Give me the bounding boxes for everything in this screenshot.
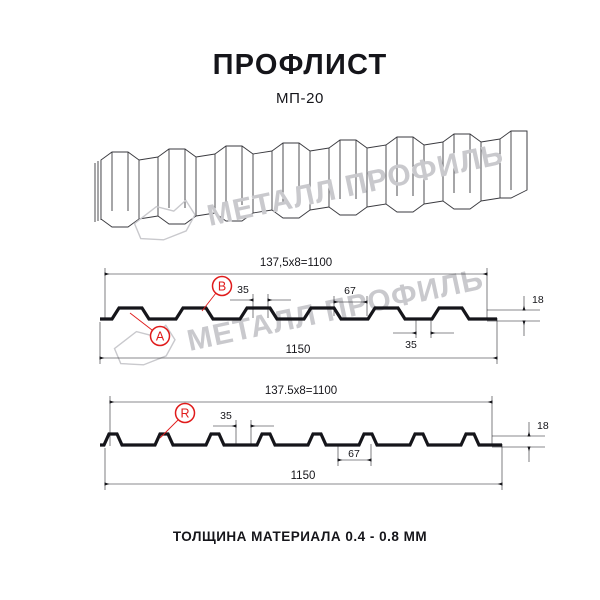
- isometric-sheet: [94, 130, 528, 228]
- dim-overall-bottom-label: 1150: [286, 344, 311, 356]
- dim-pitch-flat-label: 67: [344, 285, 356, 297]
- page-subtitle: МП-20: [276, 90, 324, 107]
- callout-b: B: [201, 275, 233, 312]
- dim-height-label: 18: [537, 420, 549, 432]
- dimension-lines-bottom: [104, 396, 545, 490]
- callout-a: A: [129, 312, 171, 347]
- callout-a-label: A: [156, 330, 165, 344]
- callout-r-label: R: [180, 407, 189, 421]
- callout-b-leader: [201, 292, 217, 312]
- footer-note: ТОЛЩИНА МАТЕРИАЛА 0.4 - 0.8 ММ: [172, 529, 428, 544]
- dim-overall-top-label: 137,5x8=1100: [260, 257, 332, 269]
- rib-group: [100, 130, 528, 228]
- dimension-lines-top: [99, 268, 540, 364]
- callout-b-circle: [211, 275, 233, 297]
- dim-height-label: 18: [532, 294, 544, 306]
- brand-logo-icon: [133, 199, 196, 241]
- callout-r-circle: [174, 402, 196, 424]
- callout-r: R: [159, 402, 196, 439]
- brand-logo-icon: [113, 324, 176, 366]
- callout-a-circle: [149, 325, 171, 347]
- profile-section-bottom: [100, 432, 502, 447]
- dim-overall-bottom-label: 1150: [291, 470, 316, 482]
- dim-crest-width-label: 35: [237, 284, 249, 296]
- dim-crest-width-label: 35: [220, 410, 232, 422]
- dim-overall-top-label: 137.5x8=1100: [265, 385, 337, 397]
- profile-section-top: [100, 306, 497, 321]
- dim-pitch-flat-label: 67: [348, 448, 360, 460]
- callout-b-label: B: [218, 280, 226, 294]
- title-block: ПРОФЛИСТ МП-20: [0, 48, 600, 109]
- callout-r-leader: [159, 419, 179, 439]
- callout-a-leader: [129, 312, 153, 331]
- dim-trough-width-label: 35: [405, 339, 417, 351]
- page-title: ПРОФЛИСТ: [212, 49, 388, 81]
